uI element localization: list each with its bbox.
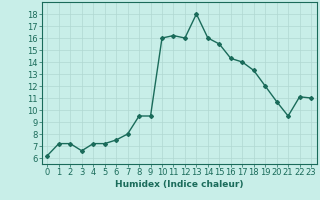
X-axis label: Humidex (Indice chaleur): Humidex (Indice chaleur)	[115, 180, 244, 189]
